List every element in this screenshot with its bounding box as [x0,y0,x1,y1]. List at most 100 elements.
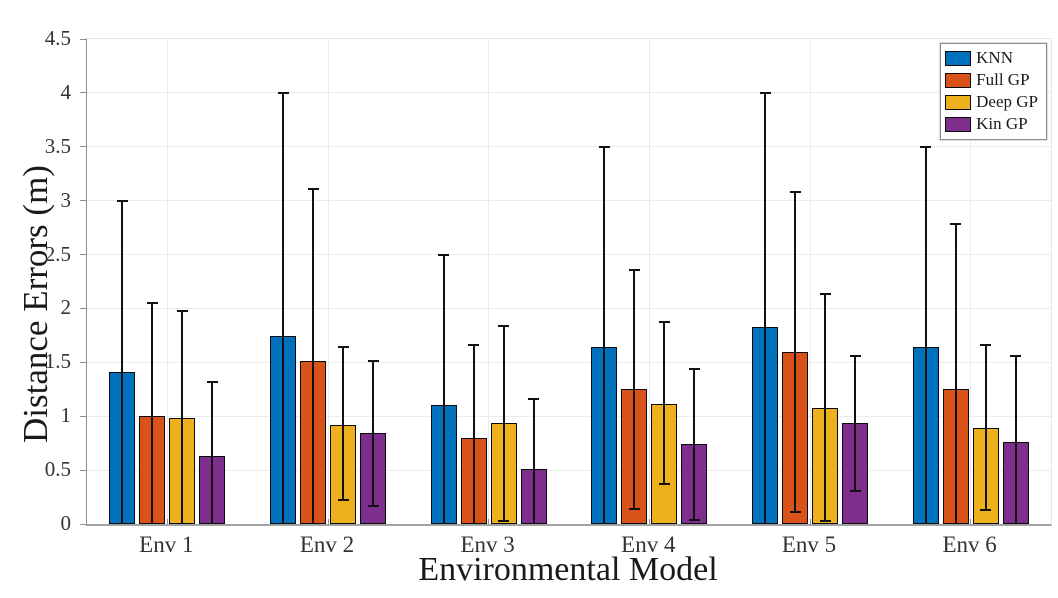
legend-item: Kin GP [945,113,1038,135]
y-tick-mark [80,200,87,202]
error-bar-cap-top [438,253,450,256]
h-gridline [87,254,1051,256]
error-bar-cap-bottom [819,519,831,522]
legend-item: Full GP [945,69,1038,91]
v-gridline [648,39,650,524]
error-bar-line [181,310,184,524]
error-bar-cap-bottom [688,518,700,521]
error-bar-line [472,345,475,524]
x-axis-label: Environmental Model [418,551,718,588]
error-bar-cap-top [789,191,801,194]
error-bar-cap-bottom [980,509,992,511]
y-tick-mark [80,146,87,148]
error-bar-cap-top [176,309,188,312]
v-gridline [970,39,972,524]
x-tick-mark [648,519,650,524]
y-tick-mark [80,361,87,363]
error-bar-line [924,146,927,524]
error-bar-cap-bottom [498,519,510,522]
x-tick-mark [166,519,168,524]
y-tick-mark [80,469,87,471]
error-bar-line [633,269,636,509]
x-tick-mark [809,519,811,524]
x-tick-mark [327,519,329,524]
error-bar-cap-bottom [367,504,379,507]
h-gridline [87,92,1051,94]
error-bar-cap-top [950,223,962,226]
legend-item: Deep GP [945,91,1038,113]
y-tick-label: 0.5 [44,457,71,482]
legend-label: Kin GP [976,114,1028,133]
error-bar-line [121,200,124,524]
y-tick-label: 1.5 [44,349,71,374]
y-tick-mark [80,254,87,256]
error-bar-cap-top [1010,354,1022,357]
error-bar-cap-top [658,321,670,324]
y-tick-label: 4 [60,79,72,104]
y-tick-label: 3 [60,187,72,212]
y-tick-label: 2.5 [44,241,71,266]
v-gridline [809,39,811,524]
h-gridline [87,361,1051,363]
error-bar-cap-top [759,91,771,94]
error-bar-line [954,224,957,524]
y-tick-mark [80,415,87,417]
h-gridline [87,415,1051,417]
legend-swatch [945,94,972,110]
y-tick-label: 4.5 [44,26,71,50]
error-bar-cap-bottom [628,507,640,510]
y-tick-label: 0 [60,511,72,535]
legend-label: KNN [976,48,1013,67]
legend-swatch [945,50,972,66]
error-bar-line [282,92,284,524]
error-bar-line [442,254,445,524]
error-bar-cap-top [146,302,158,305]
error-bar-line [502,325,505,521]
legend-swatch [945,72,972,88]
error-bar-cap-bottom [849,489,861,492]
v-gridline [166,39,168,524]
error-bar-line [211,381,214,524]
plot-area: KNN Full GP Deep GP Kin GP [80,38,1052,526]
error-bar-line [603,146,606,524]
x-tick-label: Env 4 [621,532,676,557]
h-gridline [87,146,1051,148]
x-tick-mark [970,519,972,524]
legend-label: Full GP [976,70,1030,89]
error-bar-line [312,188,314,524]
y-tick-label: 2 [60,295,72,320]
error-bar-cap-top [980,344,992,347]
error-bar-cap-top [849,354,861,357]
error-bar-cap-top [688,367,700,370]
error-bar-cap-top [920,145,932,148]
error-bar-line [764,92,766,524]
error-bar-cap-bottom [789,511,801,514]
y-tick-mark [80,307,87,309]
x-tick-label: Env 1 [139,532,194,557]
error-bar-line [342,347,344,501]
error-bar-cap-top [628,268,640,271]
v-gridline [327,39,329,524]
x-tick-label: Env 2 [299,532,355,557]
legend: KNN Full GP Deep GP Kin GP [940,43,1047,140]
error-bar-cap-top [277,91,289,94]
error-bar-line [663,322,666,485]
x-tick-mark [488,519,490,524]
error-bar-cap-bottom [658,483,670,486]
y-tick-mark [80,92,87,94]
y-tick-mark [80,523,87,525]
y-tick-mark [80,38,87,40]
error-bar-cap-top [498,324,510,327]
error-bar-cap-top [116,199,128,202]
error-bar-cap-bottom [337,499,349,502]
h-gridline [87,200,1051,202]
error-bar-line [372,361,374,506]
x-tick-label: Env 3 [460,532,515,557]
error-bar-cap-top [819,293,831,296]
error-bar-line [854,355,856,491]
error-bar-line [693,368,696,520]
error-bar-line [794,192,796,513]
legend-item: KNN [945,47,1038,69]
error-bar-cap-top [598,145,610,148]
h-gridline [87,469,1051,471]
